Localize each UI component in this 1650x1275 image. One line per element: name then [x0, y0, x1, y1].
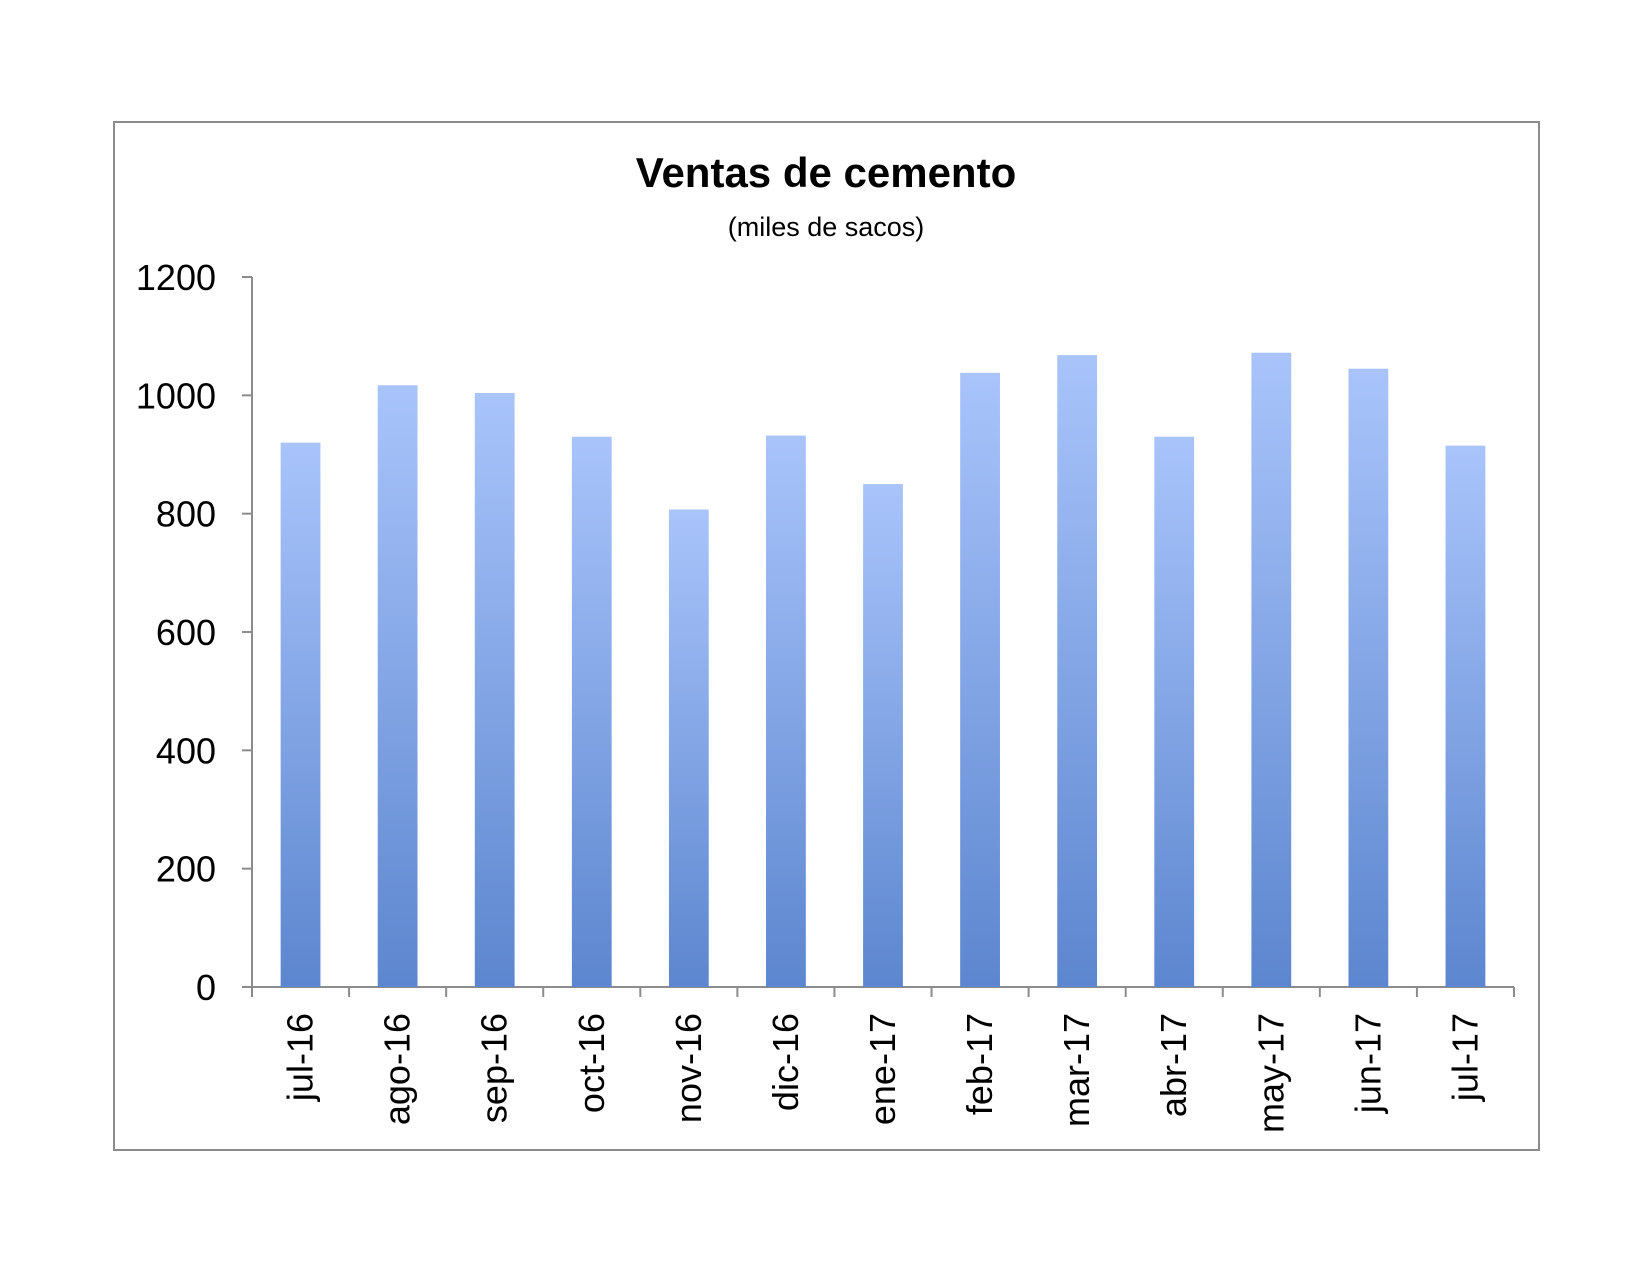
x-tick-label: sep-16 — [474, 1013, 515, 1123]
bar-jun-17 — [1348, 368, 1389, 987]
x-tick-label: dic-16 — [765, 1013, 806, 1111]
x-tick-label: abr-17 — [1153, 1013, 1194, 1117]
y-tick-label: 0 — [196, 967, 216, 1008]
bar-nov-16 — [668, 509, 709, 987]
bar-feb-17 — [960, 372, 1000, 988]
bar-may-17 — [1251, 352, 1292, 987]
x-axis — [251, 986, 1515, 997]
x-tick-label: jul-16 — [280, 1013, 321, 1102]
bar-abr-17 — [1154, 436, 1195, 987]
x-tick-label: may-17 — [1250, 1013, 1291, 1133]
x-tick-label: oct-16 — [571, 1013, 612, 1113]
x-tick-label: jun-17 — [1347, 1013, 1388, 1114]
x-tick-label: nov-16 — [668, 1013, 709, 1123]
y-tick-label: 200 — [156, 849, 216, 890]
bar-sep-16 — [474, 392, 515, 987]
y-tick-label: 600 — [156, 612, 216, 653]
y-tick-label: 1000 — [136, 375, 216, 416]
bar-oct-16 — [571, 436, 612, 987]
bar-mar-17 — [1057, 355, 1098, 988]
y-axis: 0 200 400 600 800 1000 1200 — [136, 257, 253, 1008]
bar-ene-17 — [863, 484, 903, 987]
x-tick-label: jul-17 — [1444, 1013, 1485, 1102]
chart-title: Ventas de cemento — [636, 149, 1016, 196]
bar-chart: Ventas de cemento (miles de sacos) 0 200 4… — [136, 149, 1515, 1133]
chart-frame: Ventas de cemento (miles de sacos) 0 200 4… — [113, 121, 1540, 1151]
x-tick-label: mar-17 — [1056, 1013, 1097, 1127]
x-tick-label: ene-17 — [862, 1013, 903, 1125]
bar-jul-16 — [280, 442, 321, 988]
bars-group — [280, 352, 1486, 988]
bar-dic-16 — [766, 435, 806, 988]
bar-jul-17 — [1445, 445, 1486, 987]
x-tick-label: feb-17 — [959, 1013, 1000, 1115]
y-tick-label: 800 — [156, 494, 216, 535]
x-tick-label: ago-16 — [377, 1013, 418, 1125]
y-tick-label: 1200 — [136, 257, 216, 298]
y-tick-label: 400 — [156, 730, 216, 771]
bar-ago-16 — [377, 385, 418, 987]
chart-subtitle: (miles de sacos) — [728, 212, 925, 242]
x-tick-labels: jul-16 ago-16 sep-16 oct-16 nov-16 dic-16 ene-… — [280, 1013, 1486, 1133]
